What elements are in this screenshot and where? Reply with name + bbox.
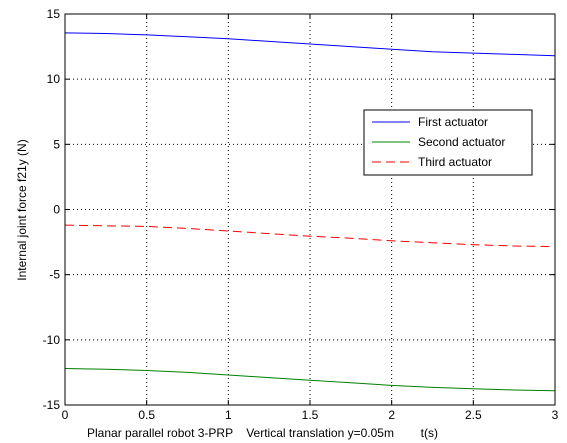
x-tick-label: 1.5 [302, 408, 319, 422]
x-tick-label: 2 [388, 408, 395, 422]
axes: 0 0.5 1 1.5 2 2.5 3 15 10 5 0 -5 -10 -15 [43, 7, 559, 422]
legend-label: Third actuator [418, 155, 492, 169]
series-line-third-actuator [64, 224, 556, 248]
y-tick-label: -15 [43, 398, 61, 412]
y-tick-label: -10 [43, 333, 61, 347]
x-tick-label: 1 [225, 408, 232, 422]
x-tick-label: 2.5 [465, 408, 482, 422]
x-axis-label: Planar parallel robot 3-PRP Vertical tra… [87, 426, 438, 440]
y-tick-label: 0 [53, 203, 60, 217]
series-line-first-actuator [64, 32, 556, 57]
legend-label: Second actuator [418, 135, 505, 149]
y-tick-label: 10 [47, 72, 61, 86]
y-tick-label: 15 [47, 7, 61, 21]
y-axis-label: Internal joint force f21y (N) [15, 139, 29, 280]
series-layer [64, 32, 556, 392]
legend-label: First actuator [418, 115, 488, 129]
y-tick-label: 5 [53, 137, 60, 151]
series-line-second-actuator [64, 368, 556, 392]
x-tick-label: 0.5 [138, 408, 155, 422]
x-tick-label: 3 [552, 408, 559, 422]
y-tick-label: -5 [49, 268, 60, 282]
legend: First actuator Second actuator Third actua… [363, 109, 533, 176]
x-tick-label: 0 [62, 408, 69, 422]
